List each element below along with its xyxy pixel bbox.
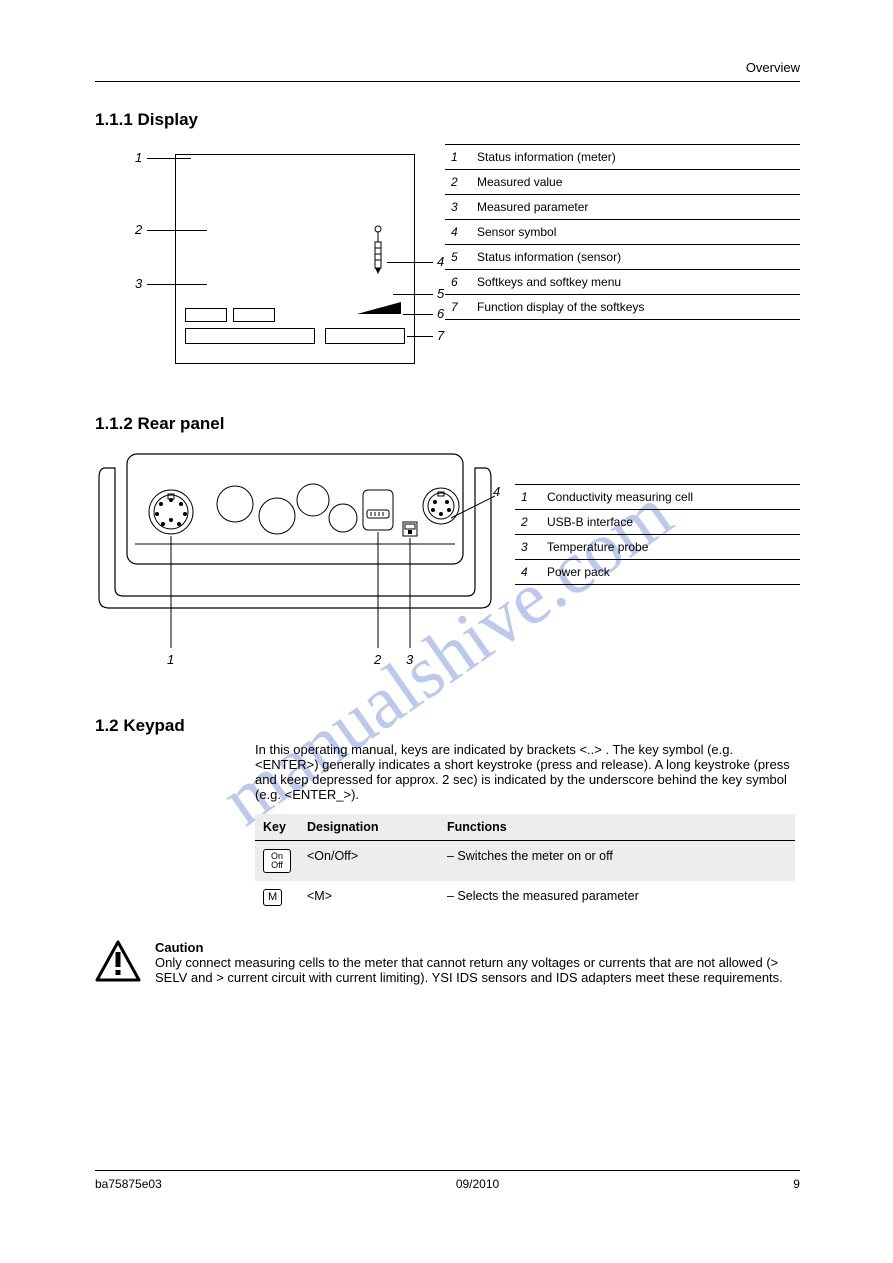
display-diagram: 1 2 3 4 (135, 144, 415, 374)
rc-l3: Temperature probe (541, 535, 800, 560)
kp-k2: M (255, 881, 299, 914)
kp-h1: Key (255, 814, 299, 841)
kp-h2: Designation (299, 814, 439, 841)
d-l6: Softkeys and softkey menu (471, 270, 800, 295)
page-footer: ba75875e03 09/2010 9 (95, 1170, 800, 1191)
rc-l1: Conductivity measuring cell (541, 485, 800, 510)
caution-icon (95, 940, 141, 985)
kp-f1: – Switches the meter on or off (439, 841, 795, 882)
header-breadcrumb: Overview (95, 60, 800, 75)
callout-num-5: 5 (437, 286, 444, 301)
callout-num-4: 4 (437, 254, 444, 269)
d-l4: Sensor symbol (471, 220, 800, 245)
callout-num-1: 1 (135, 150, 142, 165)
kp-d2: <M> (299, 881, 439, 914)
r-n1: 1 (167, 652, 174, 667)
footer-right: 9 (793, 1177, 800, 1191)
callout-num-2: 2 (135, 222, 142, 237)
keypad-title: 1.2 Keypad (95, 716, 800, 736)
d-l1: Status information (meter) (471, 145, 800, 170)
sensor-icon (371, 224, 385, 274)
caution-body: Only connect measuring cells to the mete… (155, 955, 800, 985)
rc-n3: 3 (515, 535, 541, 560)
caution-text: Caution Only connect measuring cells to … (155, 940, 800, 985)
callout-num-7: 7 (437, 328, 444, 343)
d-l3: Measured parameter (471, 195, 800, 220)
keypad-table: Key Designation Functions On Off <On/Off… (255, 814, 795, 914)
callout-num-6: 6 (437, 306, 444, 321)
top-rule (95, 81, 800, 82)
callout-num-3: 3 (135, 276, 142, 291)
d-n3: 3 (445, 195, 471, 220)
kp-h3: Functions (439, 814, 795, 841)
caution-title: Caution (155, 940, 800, 955)
display-section-title: 1.1.1 Display (95, 110, 800, 130)
keypad-intro: In this operating manual, keys are indic… (255, 742, 795, 802)
d-n7: 7 (445, 295, 471, 320)
r-n2: 2 (374, 652, 381, 667)
d-n1: 1 (445, 145, 471, 170)
wedge-icon (357, 302, 401, 316)
rc-l2: USB-B interface (541, 510, 800, 535)
rc-n2: 2 (515, 510, 541, 535)
d-l7: Function display of the softkeys (471, 295, 800, 320)
footer-left: ba75875e03 (95, 1177, 162, 1191)
page-content: Overview 1.1.1 Display 1 2 3 (95, 60, 800, 985)
kp-f2: – Selects the measured parameter (439, 881, 795, 914)
r-n3: 3 (406, 652, 413, 667)
kp-k1: On Off (255, 841, 299, 882)
footer-center: 09/2010 (456, 1177, 499, 1191)
rear-section-title: 1.1.2 Rear panel (95, 414, 800, 434)
r-n4: 4 (493, 484, 500, 499)
d-n6: 6 (445, 270, 471, 295)
rc-n1: 1 (515, 485, 541, 510)
d-n2: 2 (445, 170, 471, 195)
rear-callout-table: 1Conductivity measuring cell 2USB-B inte… (515, 484, 800, 585)
rear-panel-diagram: 1 2 3 4 (95, 448, 495, 678)
d-l2: Measured value (471, 170, 800, 195)
rc-l4: Power pack (541, 560, 800, 585)
d-n5: 5 (445, 245, 471, 270)
display-callout-table: 1Status information (meter) 2Measured va… (445, 144, 800, 320)
rc-n4: 4 (515, 560, 541, 585)
kp-d1: <On/Off> (299, 841, 439, 882)
d-l5: Status information (sensor) (471, 245, 800, 270)
d-n4: 4 (445, 220, 471, 245)
